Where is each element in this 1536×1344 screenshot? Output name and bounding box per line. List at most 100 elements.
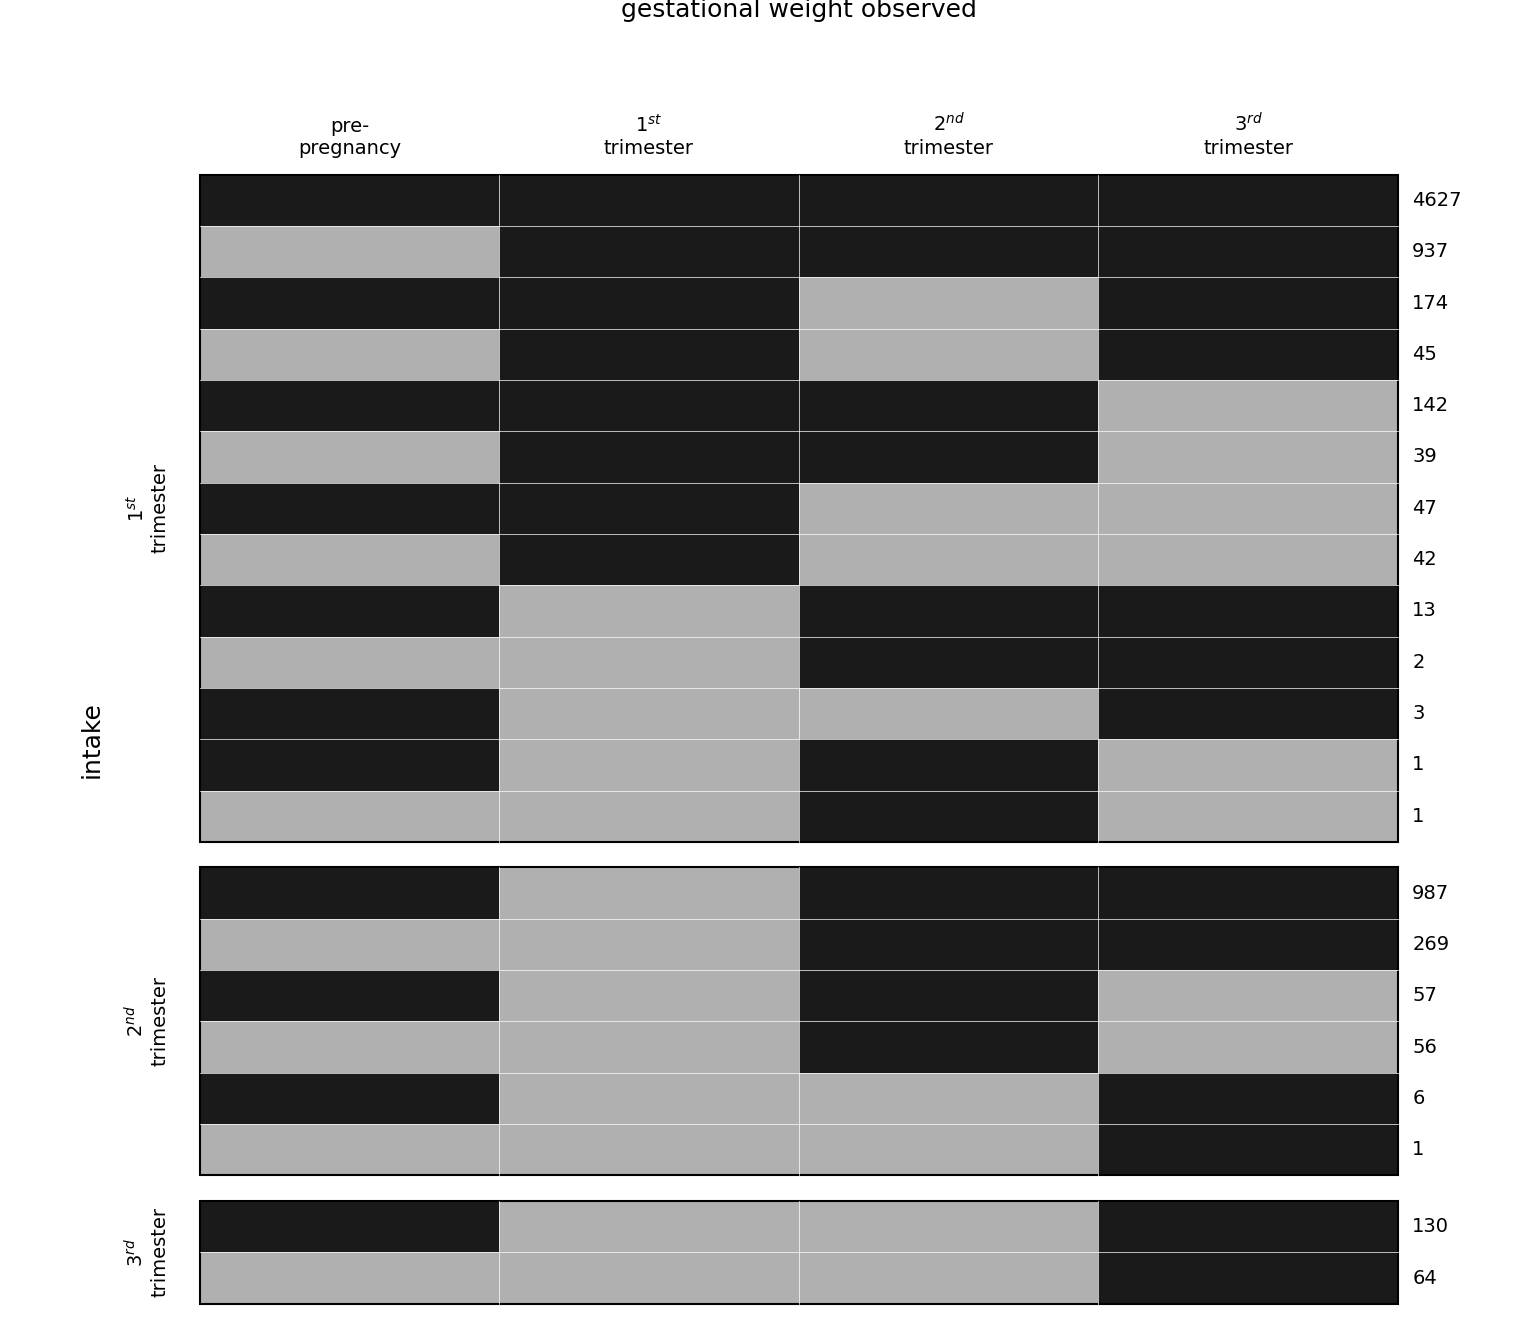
Bar — [1098, 482, 1398, 534]
Bar — [200, 919, 499, 970]
Bar — [1098, 739, 1398, 790]
Bar — [799, 739, 1098, 790]
Bar — [1098, 226, 1398, 277]
Bar — [200, 585, 499, 637]
Bar — [200, 329, 499, 380]
Bar — [499, 277, 799, 329]
Bar — [200, 431, 499, 482]
Text: 64: 64 — [1412, 1269, 1436, 1288]
Text: 1: 1 — [1412, 1140, 1424, 1160]
Text: 2$^{nd}$
trimester: 2$^{nd}$ trimester — [124, 977, 169, 1066]
Text: 1: 1 — [1412, 755, 1424, 774]
Bar — [799, 1202, 1098, 1253]
Bar — [200, 175, 1398, 841]
Bar — [799, 1124, 1098, 1176]
Bar — [200, 226, 499, 277]
Bar — [200, 688, 499, 739]
Text: 47: 47 — [1412, 499, 1436, 517]
Text: 2: 2 — [1412, 653, 1424, 672]
Bar — [200, 1202, 499, 1253]
Bar — [499, 431, 799, 482]
Bar — [799, 277, 1098, 329]
Bar — [799, 867, 1098, 919]
Bar — [1098, 1124, 1398, 1176]
Text: 130: 130 — [1412, 1218, 1448, 1236]
Bar — [1098, 1253, 1398, 1304]
Text: 3$^{rd}$
trimester: 3$^{rd}$ trimester — [124, 1207, 169, 1297]
Text: 2$^{nd}$
trimester: 2$^{nd}$ trimester — [903, 113, 994, 157]
Bar — [1098, 1202, 1398, 1253]
Text: 42: 42 — [1412, 550, 1436, 569]
Bar — [200, 482, 499, 534]
Bar — [1098, 790, 1398, 841]
Text: 269: 269 — [1412, 935, 1450, 954]
Bar — [1098, 867, 1398, 919]
Bar — [799, 226, 1098, 277]
Bar — [200, 867, 1398, 1176]
Bar — [200, 867, 499, 919]
Bar — [799, 790, 1098, 841]
Bar — [499, 919, 799, 970]
Text: 1: 1 — [1412, 806, 1424, 825]
Bar — [499, 790, 799, 841]
Bar — [799, 380, 1098, 431]
Bar — [499, 534, 799, 585]
Bar — [799, 482, 1098, 534]
Text: 39: 39 — [1412, 448, 1436, 466]
Bar — [799, 688, 1098, 739]
Bar — [499, 1253, 799, 1304]
Bar — [499, 585, 799, 637]
Bar — [499, 329, 799, 380]
Bar — [499, 688, 799, 739]
Bar — [200, 970, 499, 1021]
Text: 6: 6 — [1412, 1089, 1424, 1107]
Bar — [799, 431, 1098, 482]
Bar — [200, 1253, 499, 1304]
Bar — [799, 1073, 1098, 1124]
Text: 13: 13 — [1412, 601, 1436, 621]
Bar — [200, 1021, 499, 1073]
Bar — [1098, 277, 1398, 329]
Text: pre-
pregnancy: pre- pregnancy — [298, 117, 401, 157]
Bar — [499, 1021, 799, 1073]
Text: 174: 174 — [1412, 293, 1450, 313]
Bar — [799, 329, 1098, 380]
Text: 1$^{st}$
trimester: 1$^{st}$ trimester — [126, 464, 169, 554]
Bar — [1098, 919, 1398, 970]
Bar — [200, 637, 499, 688]
Text: 3: 3 — [1412, 704, 1424, 723]
Bar — [1098, 1073, 1398, 1124]
Bar — [1098, 380, 1398, 431]
Bar — [200, 277, 499, 329]
Bar — [799, 175, 1098, 226]
Text: 987: 987 — [1412, 883, 1450, 903]
Bar — [1098, 1021, 1398, 1073]
Bar — [799, 1021, 1098, 1073]
Bar — [200, 1202, 1398, 1304]
Text: gestational weight observed: gestational weight observed — [621, 0, 977, 23]
Bar — [499, 867, 799, 919]
Bar — [1098, 175, 1398, 226]
Bar — [1098, 637, 1398, 688]
Bar — [200, 1073, 499, 1124]
Bar — [200, 175, 499, 226]
Bar — [200, 790, 499, 841]
Bar — [499, 1073, 799, 1124]
Bar — [200, 739, 499, 790]
Text: 142: 142 — [1412, 396, 1450, 415]
Bar — [499, 739, 799, 790]
Bar — [799, 1253, 1098, 1304]
Bar — [1098, 688, 1398, 739]
Text: 937: 937 — [1412, 242, 1450, 261]
Bar — [499, 482, 799, 534]
Bar — [200, 534, 499, 585]
Text: 1$^{st}$
trimester: 1$^{st}$ trimester — [604, 114, 694, 157]
Bar — [799, 919, 1098, 970]
Text: 4627: 4627 — [1412, 191, 1462, 210]
Bar — [499, 1124, 799, 1176]
Text: 57: 57 — [1412, 986, 1438, 1005]
Bar — [1098, 329, 1398, 380]
Bar — [799, 637, 1098, 688]
Bar — [499, 1202, 799, 1253]
Bar — [799, 970, 1098, 1021]
